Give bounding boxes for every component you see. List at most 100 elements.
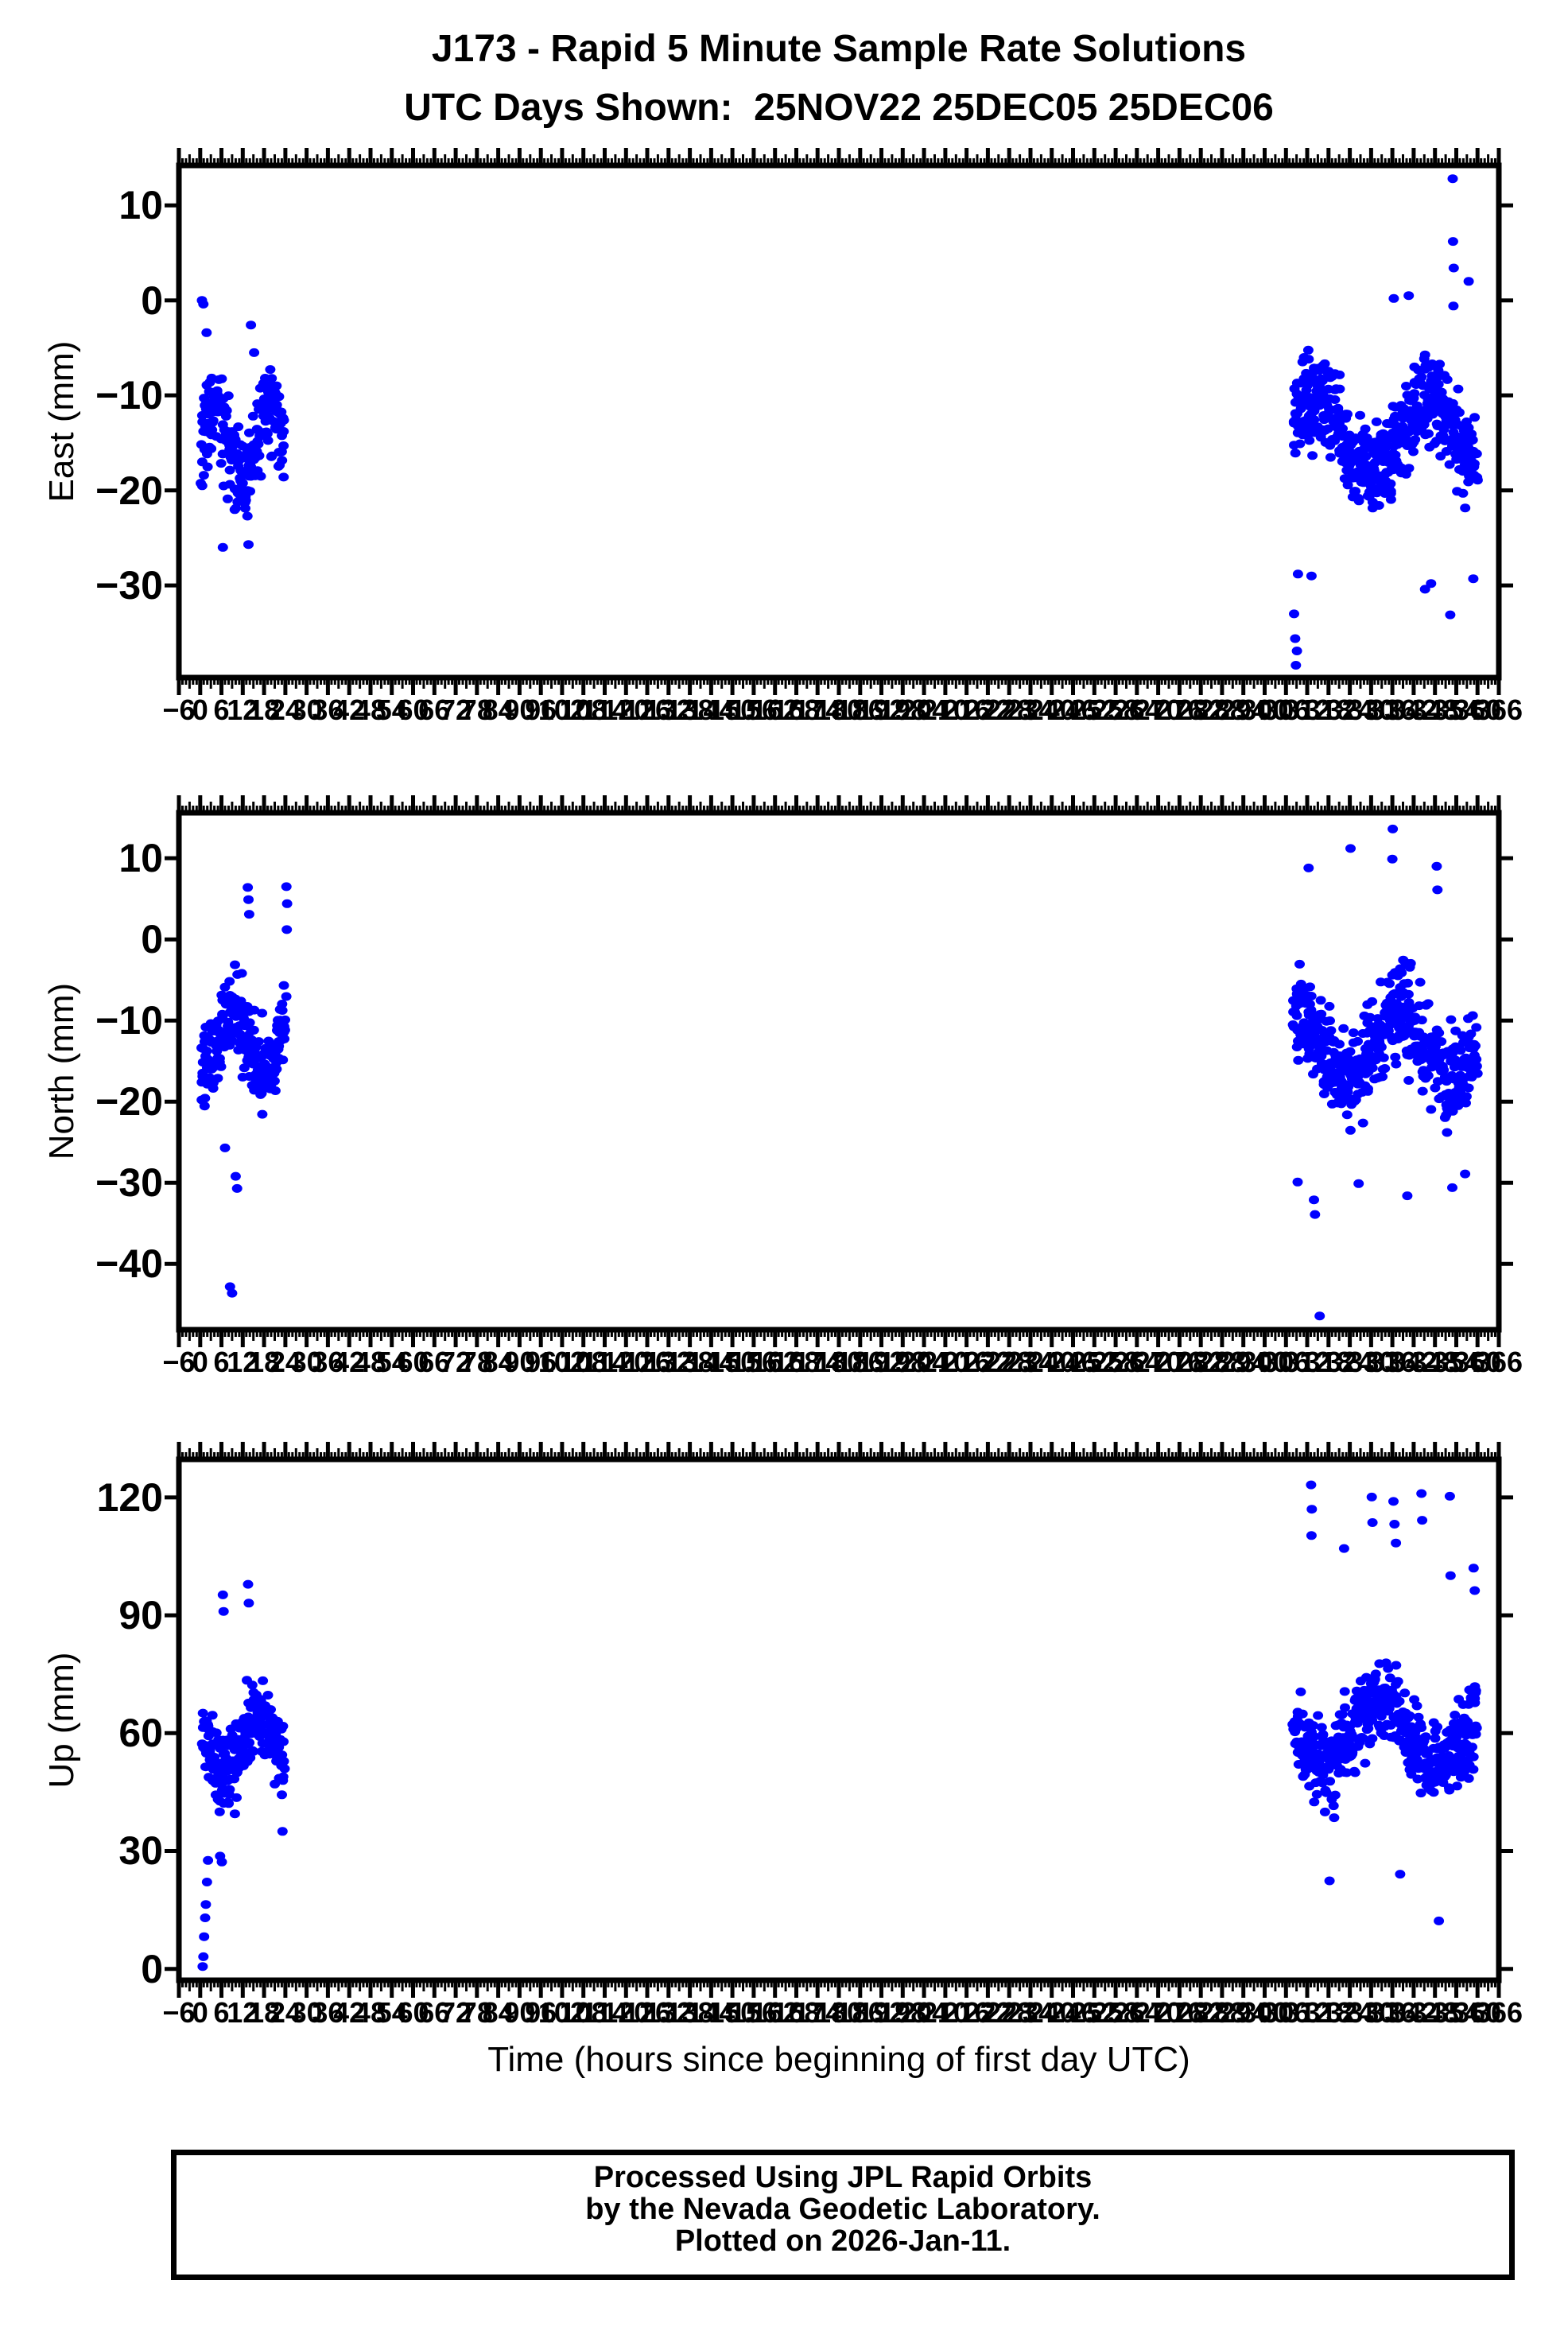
x-tick-label: 18 [248,1996,281,2029]
x-tick-label: 162 [751,1346,799,1378]
x-tick-label: 48 [354,1996,386,2029]
x-tick-label: 42 [333,1346,366,1378]
x-tick-label: 18 [248,1346,281,1378]
footer-credit-box: Processed Using JPL Rapid Orbits by the … [171,2150,1515,2280]
x-tick-label: 108 [559,1996,607,2029]
x-tick-label: 150 [708,1346,757,1378]
x-tick-label: 282 [1177,1346,1225,1378]
x-tick-label: 264 [1112,1346,1161,1378]
x-tick-label: 216 [942,693,991,726]
north-scatter-points [196,824,1483,1321]
north-plot-frame [176,810,1502,1333]
x-tick-label: 276 [1155,1346,1204,1378]
x-tick-label: 264 [1112,693,1161,726]
x-tick-label: 6 [213,1346,230,1378]
x-tick-label: 150 [708,1996,757,2029]
x-tick-label: 144 [687,693,735,726]
x-tick-label: 30 [290,1346,323,1378]
x-tick-label: 348 [1411,1996,1459,2029]
x-tick-label: 330 [1347,1996,1395,2029]
x-tick-label: 342 [1389,1996,1438,2029]
x-tick-label: 54 [375,1346,408,1378]
x-tick-label: 72 [440,1996,472,2029]
x-tick-label: 114 [581,1996,628,2029]
x-tick-label: 132 [644,693,693,726]
x-tick-label: 324 [1325,1996,1374,2029]
chart-title-line1: J173 - Rapid 5 Minute Sample Rate Soluti… [431,28,1247,70]
x-tick-label: 192 [857,1346,906,1378]
x-tick-label: 354 [1432,693,1481,726]
x-tick-label: 306 [1262,1996,1310,2029]
chart-title-line2: UTC Days Shown: 25NOV22 25DEC05 25DEC06 [404,87,1274,129]
x-tick-label: 162 [751,693,799,726]
x-tick-label: 360 [1454,1346,1502,1378]
x-tick-label: 84 [482,1346,514,1378]
x-tick-label: 180 [814,1346,864,1378]
x-tick-label: 312 [1283,1346,1332,1378]
x-tick-label: 330 [1347,1346,1395,1378]
x-tick-label: −6 [162,1996,196,2029]
x-tick-label: 270 [1134,693,1182,726]
x-tick-label: 222 [964,1346,1012,1378]
x-tick-label: 12 [227,693,259,726]
x-tick-label: 120 [602,1996,650,2029]
x-tick-label: 114 [581,693,628,726]
x-tick-label: 348 [1411,1346,1459,1378]
y-tick-label: 30 [118,1828,163,1874]
x-tick-label: 144 [687,1996,735,2029]
x-tick-label: 186 [836,1996,884,2029]
x-tick-label: 366 [1474,693,1523,726]
x-tick-label: 300 [1240,1346,1289,1378]
footer-line3: Plotted on 2026-Jan-11. [674,2224,1011,2258]
x-tick-label: 84 [482,1996,514,2029]
x-tick-label: 150 [708,693,757,726]
x-tick-label: 60 [397,1346,429,1378]
y-tick-label: −40 [95,1241,163,1287]
x-tick-label: 342 [1389,1346,1438,1378]
x-tick-label: 78 [460,693,493,726]
x-tick-label: 318 [1304,1996,1353,2029]
x-tick-label: 168 [772,1346,821,1378]
x-tick-label: 258 [1092,1346,1140,1378]
x-tick-label: 324 [1325,693,1374,726]
x-tick-label: 288 [1197,1346,1246,1378]
x-tick-label: 66 [418,1346,451,1378]
x-tick-label: 306 [1262,693,1310,726]
x-tick-label: 354 [1432,1346,1481,1378]
x-tick-label: 36 [312,1996,344,2029]
x-tick-label: 336 [1368,1346,1417,1378]
x-tick-label: 102 [538,693,586,726]
x-tick-label: 78 [460,1996,493,2029]
x-tick-label: 144 [687,1346,735,1378]
x-tick-label: 192 [857,1996,906,2029]
x-tick-label: 234 [1006,1346,1054,1378]
x-tick-label: 246 [1049,1346,1097,1378]
x-tick-label: 126 [623,1996,672,2029]
x-tick-label: 36 [312,1346,344,1378]
y-tick-label: 60 [118,1711,163,1756]
x-tick-label: 210 [921,1996,969,2029]
footer-line2: by the Nevada Geodetic Laboratory. [585,2193,1100,2226]
x-tick-label: 258 [1092,1996,1140,2029]
x-tick-label: 30 [290,693,323,726]
x-tick-label: 42 [333,693,366,726]
x-tick-label: 204 [900,1346,949,1378]
x-tick-label: 204 [900,693,949,726]
x-tick-label: 96 [525,693,557,726]
x-tick-label: 234 [1006,693,1054,726]
x-tick-label: 6 [213,693,230,726]
y-axis-title-east: East (mm) [42,340,81,503]
x-tick-label: 0 [192,693,208,726]
y-tick-label: 90 [118,1593,163,1638]
x-tick-label: 120 [602,693,650,726]
x-tick-label: 12 [227,1996,259,2029]
x-tick-label: 156 [729,693,778,726]
x-tick-label: 270 [1134,1346,1182,1378]
x-tick-label: 24 [269,1346,301,1378]
y-tick-label: 0 [141,917,163,962]
x-tick-label: 6 [213,1996,230,2029]
x-tick-label: 354 [1432,1996,1481,2029]
y-tick-label: −10 [95,998,163,1043]
x-tick-label: 48 [354,693,386,726]
x-tick-label: 294 [1219,693,1267,726]
